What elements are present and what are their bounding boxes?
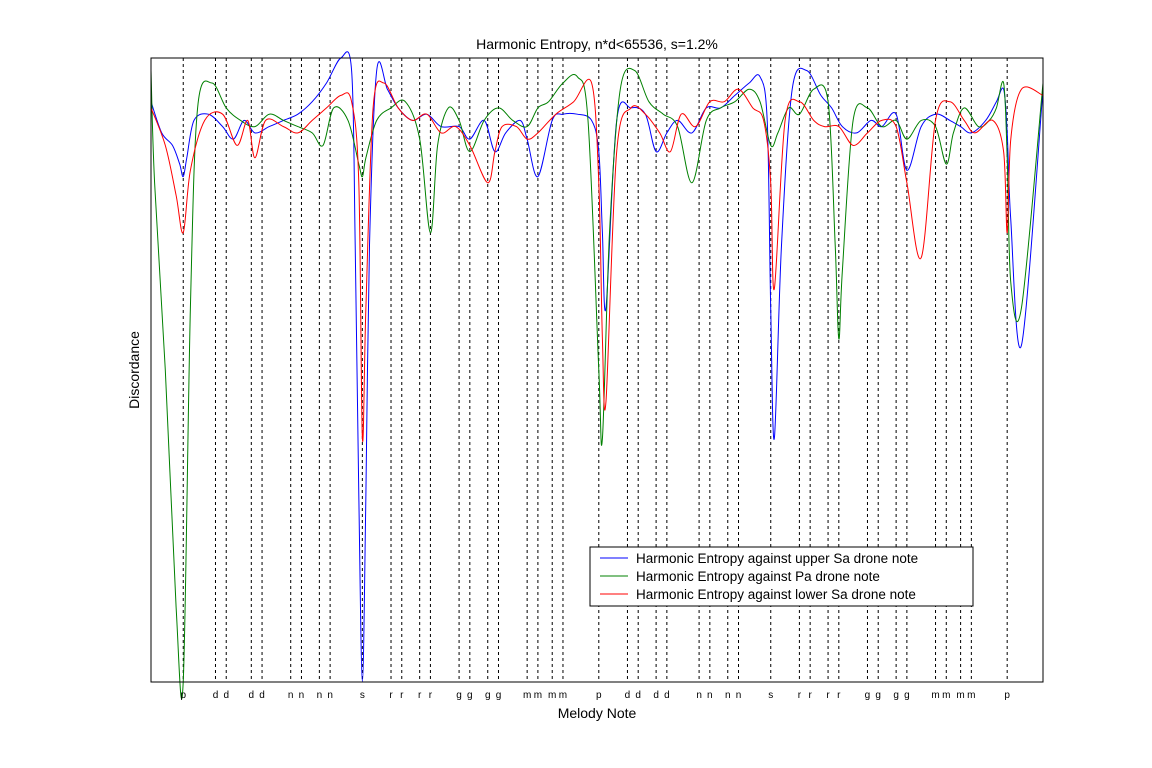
x-tick-label: m <box>967 690 975 701</box>
series-line-lower-sa <box>150 78 1044 442</box>
x-tick-label: d <box>223 690 229 701</box>
x-tick-label: r <box>808 690 812 701</box>
x-tick-label: m <box>559 690 567 701</box>
legend: Harmonic Entropy against upper Sa drone … <box>589 546 974 607</box>
x-tick-label: r <box>418 690 422 701</box>
x-tick-label: p <box>1004 690 1010 701</box>
x-tick-label: s <box>768 690 773 701</box>
x-tick-label: g <box>904 690 910 701</box>
x-tick-label: d <box>653 690 659 701</box>
series-line-upper-sa <box>150 51 1044 683</box>
x-tick-label: d <box>213 690 219 701</box>
x-tick-label: r <box>798 690 802 701</box>
x-tick-label: r <box>400 690 404 701</box>
x-tick-label: n <box>725 690 731 701</box>
x-axis-label: Melody Note <box>558 705 637 721</box>
x-tick-label: g <box>456 690 462 701</box>
plot-border <box>150 57 1044 683</box>
x-tick-label: g <box>496 690 502 701</box>
x-tick-label: m <box>931 690 939 701</box>
series-layer <box>150 51 1044 700</box>
x-tick-label: g <box>865 690 871 701</box>
x-tick-label: n <box>288 690 294 701</box>
x-tick-label: d <box>249 690 255 701</box>
x-tick-label: p <box>180 690 186 701</box>
x-tick-label: n <box>696 690 702 701</box>
x-tick-label: d <box>635 690 641 701</box>
x-tick-label: m <box>523 690 531 701</box>
legend-label-lower-sa: Harmonic Entropy against lower Sa drone … <box>636 587 916 602</box>
x-tick-label: r <box>389 690 393 701</box>
x-tick-label: s <box>360 690 365 701</box>
x-tick-label: m <box>956 690 964 701</box>
x-tick-label: g <box>875 690 881 701</box>
x-tick-label: r <box>826 690 830 701</box>
x-tick-label: r <box>837 690 841 701</box>
x-tick-label: m <box>942 690 950 701</box>
x-tick-label: d <box>664 690 670 701</box>
x-tick-label: m <box>548 690 556 701</box>
x-tick-label: g <box>467 690 473 701</box>
series-line-pa <box>150 67 1044 700</box>
x-tick-label: n <box>317 690 323 701</box>
x-tick-label: n <box>299 690 305 701</box>
x-tick-label: m <box>534 690 542 701</box>
x-tick-label: r <box>429 690 433 701</box>
legend-label-pa: Harmonic Entropy against Pa drone note <box>636 569 880 584</box>
x-tick-label: n <box>736 690 742 701</box>
chart-title: Harmonic Entropy, n*d<65536, s=1.2% <box>476 36 718 52</box>
x-tick-label: g <box>485 690 491 701</box>
y-axis-label: Discordance <box>126 331 142 409</box>
x-tick-label: n <box>707 690 713 701</box>
x-tick-label: d <box>625 690 631 701</box>
legend-label-upper-sa: Harmonic Entropy against upper Sa drone … <box>636 551 918 566</box>
x-tick-label: g <box>893 690 899 701</box>
x-tick-label: d <box>259 690 265 701</box>
x-tick-label: n <box>327 690 333 701</box>
legend-box <box>589 546 974 607</box>
grid-lines <box>182 58 1008 682</box>
x-tick-label: p <box>596 690 602 701</box>
